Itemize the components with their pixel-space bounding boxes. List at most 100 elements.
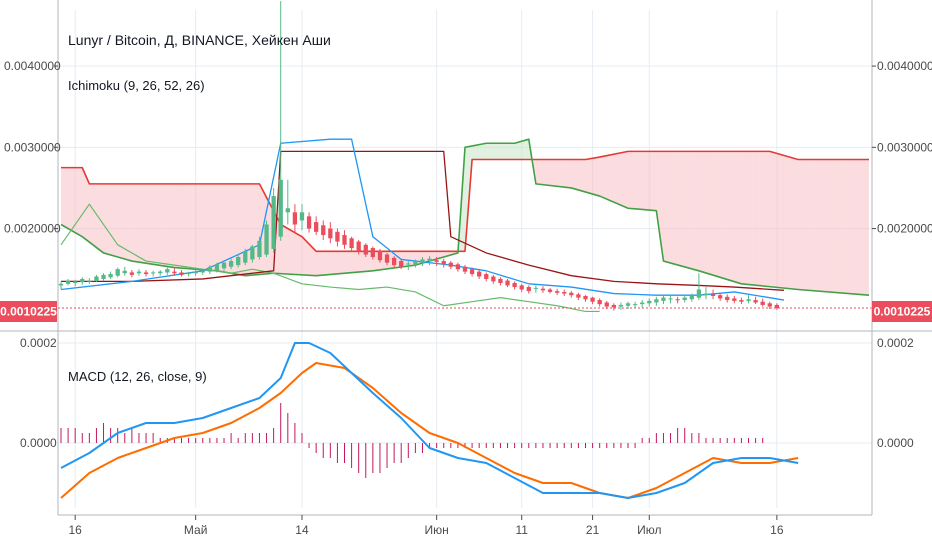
candle[interactable] <box>732 296 737 304</box>
candle[interactable] <box>158 270 163 276</box>
candle[interactable] <box>554 288 560 296</box>
candle[interactable] <box>94 274 99 283</box>
candle[interactable] <box>214 262 220 273</box>
macd-label[interactable]: MACD (12, 26, close, 9) <box>68 369 207 384</box>
candle[interactable] <box>505 278 510 288</box>
candle[interactable] <box>221 261 227 271</box>
candle[interactable] <box>349 236 354 252</box>
candle[interactable] <box>65 278 71 286</box>
candle[interactable] <box>193 270 198 276</box>
candle[interactable] <box>243 248 248 266</box>
candle[interactable] <box>625 301 631 309</box>
candle[interactable] <box>576 292 581 301</box>
candle[interactable] <box>533 285 539 293</box>
candle[interactable] <box>434 257 439 266</box>
candle[interactable] <box>328 222 333 244</box>
candle[interactable] <box>632 301 638 309</box>
candle[interactable] <box>618 302 624 310</box>
candle[interactable] <box>469 267 475 277</box>
candle[interactable] <box>562 289 567 297</box>
candle[interactable] <box>363 243 368 257</box>
candle[interactable] <box>484 272 489 282</box>
candle[interactable] <box>526 285 531 294</box>
candle[interactable] <box>739 297 744 305</box>
candle[interactable] <box>150 270 156 277</box>
candle[interactable] <box>342 230 347 249</box>
candle[interactable] <box>122 266 127 276</box>
ichimoku-label[interactable]: Ichimoku (9, 26, 52, 26) <box>68 78 205 93</box>
candle[interactable] <box>236 254 241 268</box>
candle[interactable] <box>257 236 262 260</box>
candle[interactable] <box>356 239 361 255</box>
candle[interactable] <box>136 269 142 276</box>
candle[interactable] <box>753 296 758 305</box>
candle[interactable] <box>271 187 276 253</box>
candle[interactable] <box>250 244 255 263</box>
candle[interactable] <box>448 261 453 270</box>
candle[interactable] <box>228 258 234 270</box>
candle[interactable] <box>73 279 78 287</box>
candle[interactable] <box>597 298 602 307</box>
candle[interactable] <box>186 271 191 277</box>
candle[interactable] <box>498 277 503 286</box>
candle[interactable] <box>172 268 177 276</box>
candle[interactable] <box>335 228 340 247</box>
candle[interactable] <box>200 269 205 275</box>
candle[interactable] <box>264 220 269 257</box>
candle[interactable] <box>774 303 780 310</box>
candle[interactable] <box>80 277 85 285</box>
candle[interactable] <box>314 216 319 236</box>
candle[interactable] <box>547 287 553 294</box>
candle[interactable] <box>640 300 645 308</box>
candle[interactable] <box>384 252 390 266</box>
candle[interactable] <box>590 296 595 305</box>
candle[interactable] <box>661 295 666 305</box>
candle[interactable] <box>321 220 326 240</box>
candle[interactable] <box>101 273 106 281</box>
candle[interactable] <box>725 294 730 303</box>
heikin-ashi-candles[interactable] <box>58 1 780 311</box>
candle[interactable] <box>604 300 609 309</box>
candle[interactable] <box>413 259 418 268</box>
candle[interactable] <box>689 293 694 302</box>
candle[interactable] <box>115 267 120 278</box>
candle[interactable] <box>512 281 517 290</box>
candle[interactable] <box>668 296 673 304</box>
candle[interactable] <box>370 246 376 260</box>
candle[interactable] <box>767 301 772 309</box>
candle[interactable] <box>540 286 546 293</box>
candle[interactable] <box>583 295 588 302</box>
candle[interactable] <box>278 1 283 241</box>
candle[interactable] <box>682 295 687 303</box>
candle[interactable] <box>427 256 432 266</box>
candle[interactable] <box>285 179 290 225</box>
candle[interactable] <box>703 287 709 300</box>
candle[interactable] <box>108 271 113 279</box>
candle[interactable] <box>569 291 574 298</box>
candle[interactable] <box>710 289 716 300</box>
candle[interactable] <box>647 298 652 307</box>
candle[interactable] <box>306 212 312 233</box>
candle[interactable] <box>391 256 397 268</box>
candle[interactable] <box>760 298 765 307</box>
candle[interactable] <box>696 273 702 301</box>
candle[interactable] <box>87 278 92 284</box>
candle[interactable] <box>491 274 496 284</box>
candle[interactable] <box>654 296 659 306</box>
candle[interactable] <box>420 257 425 266</box>
candle[interactable] <box>746 295 751 304</box>
candle[interactable] <box>399 258 404 270</box>
candle[interactable] <box>675 296 680 304</box>
candle[interactable] <box>165 267 170 275</box>
candle[interactable] <box>455 262 461 272</box>
candle[interactable] <box>441 258 446 268</box>
candle[interactable] <box>611 303 616 311</box>
candle[interactable] <box>477 270 482 279</box>
candle[interactable] <box>129 270 135 278</box>
candle[interactable] <box>406 261 411 270</box>
candle[interactable] <box>299 204 305 231</box>
candle[interactable] <box>377 248 383 263</box>
candle[interactable] <box>292 204 298 233</box>
candle[interactable] <box>179 270 184 277</box>
